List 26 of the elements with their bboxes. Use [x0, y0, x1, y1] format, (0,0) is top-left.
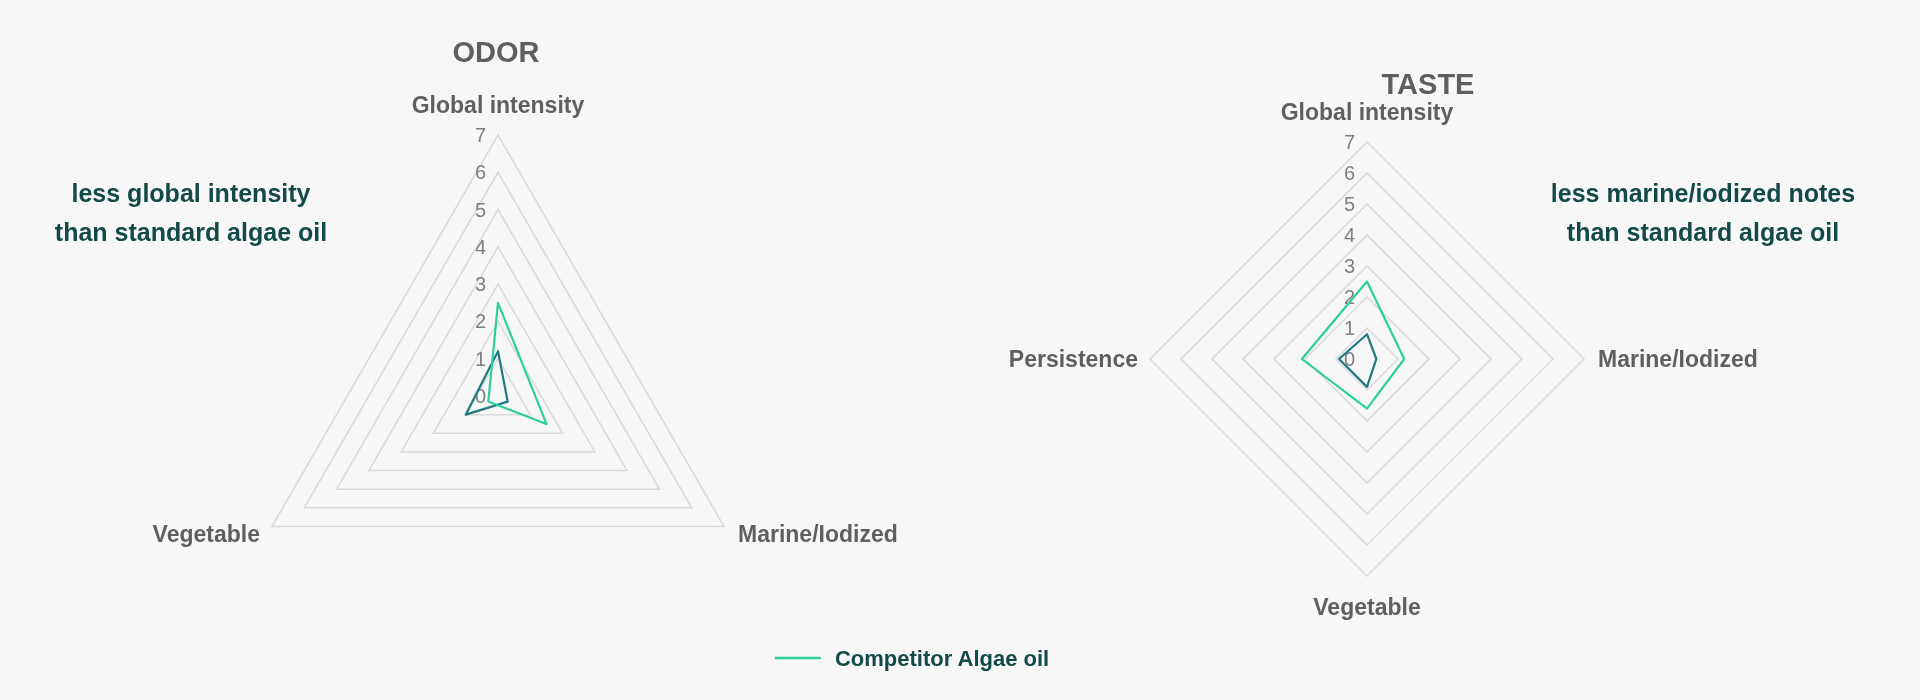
y-tick-label: 5: [1343, 193, 1355, 215]
spoke-label: Global intensity: [1280, 99, 1454, 125]
legend-label: Competitor Algae oil: [834, 645, 1050, 671]
text: less marine/iodized notes than standard algae oil: [1550, 179, 1856, 246]
y-tick-label: 1: [474, 347, 486, 370]
y-tick-label: 7: [1343, 131, 1355, 153]
y-tick-label: 7: [474, 124, 486, 146]
spoke-label: Marine/Iodized: [1598, 346, 1758, 372]
y-tick-label: 4: [1343, 224, 1355, 246]
y-tick-label: 5: [474, 198, 486, 221]
y-tick-label: 6: [1343, 162, 1355, 184]
spoke-label: Persistence: [1008, 346, 1138, 372]
chart-title: TASTE: [1381, 68, 1475, 100]
text: less global intensity than standard algae oil: [54, 179, 328, 246]
spoke-label: Vegetable: [152, 520, 260, 547]
y-tick-label: 0: [1343, 348, 1355, 370]
spoke-label: Marine/Iodized: [738, 520, 898, 547]
chart-title: ODOR: [452, 36, 540, 68]
y-tick-label: 3: [474, 273, 486, 296]
y-tick-label: 2: [474, 310, 486, 333]
y-tick-label: 4: [474, 235, 486, 258]
spoke-label: Global intensity: [411, 92, 585, 118]
y-tick-label: 3: [1343, 255, 1355, 277]
y-tick-label: 1: [1343, 317, 1355, 339]
y-tick-label: 6: [474, 161, 486, 184]
spoke-label: Vegetable: [1313, 594, 1421, 620]
